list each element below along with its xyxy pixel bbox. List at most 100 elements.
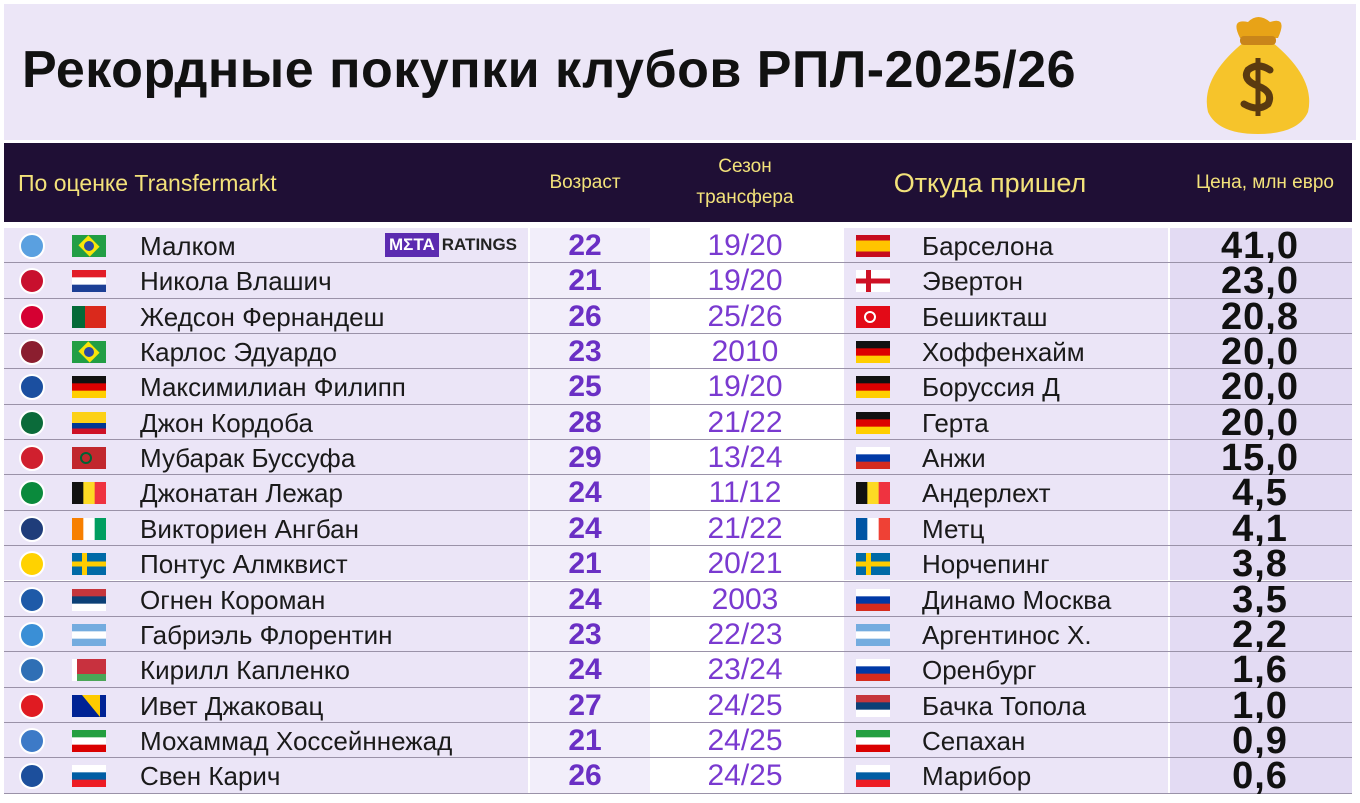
club-logo [19,480,45,507]
row-background [1170,228,1352,263]
flag [72,694,106,717]
flag [856,517,890,540]
transfer-season: 24/25 [707,723,783,757]
player-age: 21 [568,547,602,581]
column-header: Цена, млн евро [1196,172,1334,193]
row-background [530,687,650,722]
player-age: 22 [568,229,602,262]
column-header: Возраст [549,172,621,193]
player-age: 28 [568,405,602,439]
flag [856,270,890,293]
flag [856,341,890,364]
row-background [844,510,1168,546]
column-header: трансфера [696,187,794,208]
player-name: Мохаммад Хоссейннежад [140,725,453,756]
row-background [652,616,842,652]
row-background [530,758,650,793]
previous-club: Анжи [922,443,986,474]
transfer-season: 24/25 [707,759,783,793]
title: Рекордные покупки клубов РПЛ-2025/26 [22,41,1077,99]
row-background [1170,369,1352,404]
previous-club: Бешикташ [922,301,1048,332]
transfer-season: 11/12 [708,476,782,510]
flag [72,305,106,328]
previous-club: Эвертон [922,266,1023,297]
flag [72,235,106,257]
flag [856,305,890,328]
flag [72,765,106,788]
row-background [1170,687,1352,722]
row-background [1170,546,1352,581]
row-background [530,228,650,263]
row-divider [4,615,1352,617]
row-background [530,510,650,546]
player-age: 24 [568,476,602,510]
row-background [652,687,842,722]
row-divider [4,333,1352,335]
row-divider [4,509,1352,511]
flag [856,376,890,399]
transfer-price: 1,0 [1232,684,1288,727]
flag [856,659,890,682]
row-divider [4,439,1352,441]
previous-club: Норчепинг [922,549,1050,580]
row-background [844,581,1168,616]
previous-club: Аргентинос Х. [922,619,1092,650]
club-logo [19,551,45,578]
row-background [844,546,1168,581]
previous-club: Оренбург [922,655,1037,686]
transfer-price: 23,0 [1221,260,1299,303]
row-background [652,440,842,475]
row-background [844,758,1168,793]
previous-club: Марибор [922,761,1032,792]
transfer-season: 19/20 [707,370,783,404]
player-name: Понтус Алмквист [140,549,348,580]
transfer-season: 22/23 [707,617,783,651]
flag [72,411,106,434]
row-background [652,722,842,758]
player-name: Максимилиан Филипп [140,372,406,403]
transfer-price: 0,9 [1232,719,1288,762]
player-name: Кирилл Капленко [140,655,351,686]
row-background [1170,510,1352,546]
row-background [1170,722,1352,758]
flag [856,623,890,646]
previous-club: Метц [922,513,985,544]
player-name: Ивет Джаковац [140,690,324,721]
title-band [4,4,1356,140]
player-age: 29 [568,441,602,475]
player-name: Свен Карич [140,761,281,792]
row-background [1170,404,1352,440]
transfer-season: 25/26 [707,299,783,333]
player-age: 24 [568,582,602,616]
row-background [1170,652,1352,687]
transfer-season: 21/22 [707,405,783,439]
row-background [844,369,1168,404]
flag [856,235,890,257]
row-divider [4,721,1352,723]
transfer-price: 0,6 [1232,755,1288,798]
transfer-season: 2010 [711,335,779,369]
player-age: 21 [568,264,602,298]
previous-club: Барселона [922,231,1054,261]
transfer-season: 2003 [711,582,779,616]
previous-club: Бачка Топола [922,690,1087,721]
previous-club: Боруссия Д [922,372,1060,403]
flag [72,341,106,364]
transfer-price: 3,5 [1232,578,1288,621]
row-background [844,263,1168,298]
flag [72,659,106,682]
player-age: 23 [568,335,602,369]
flag [72,623,106,646]
player-name: Джон Кордоба [140,407,313,438]
transfer-price: 15,0 [1221,437,1299,480]
club-logo [19,621,45,648]
row-background [1170,475,1352,510]
row-divider [4,757,1352,759]
transfer-price: 20,0 [1221,366,1299,409]
row-background [652,475,842,510]
row-divider [4,651,1352,653]
transfer-price: 20,0 [1221,331,1299,374]
player-name: Джонатан Лежар [140,478,343,509]
